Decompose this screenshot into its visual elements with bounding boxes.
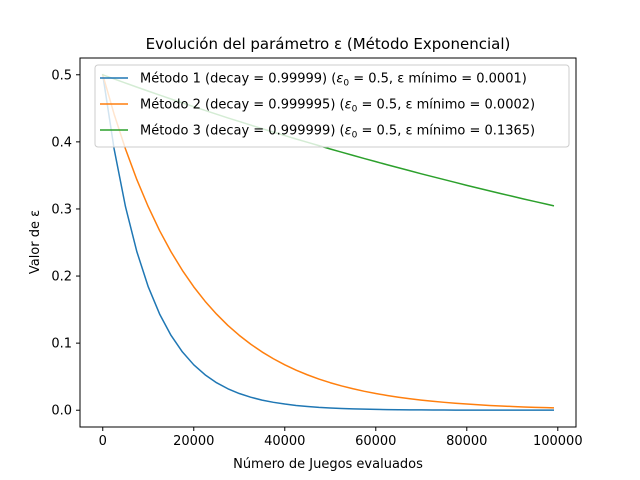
x-tick-label: 40000 bbox=[264, 434, 305, 449]
y-tick-label: 0.0 bbox=[51, 404, 72, 419]
series-line-1 bbox=[101, 73, 554, 411]
legend-entry-2: Método 2 (decay = 0.999995) (ε0 = 0.5, ε… bbox=[140, 98, 535, 115]
axes-frame bbox=[79, 57, 577, 428]
x-tick-label: 100000 bbox=[533, 434, 583, 449]
legend-entry-3: Método 3 (decay = 0.999999) (ε0 = 0.5, ε… bbox=[140, 124, 535, 141]
x-axis-label: Número de Juegos evaluados bbox=[233, 457, 423, 472]
y-tick-label: 0.4 bbox=[51, 135, 72, 150]
y-tick-label: 0.3 bbox=[51, 202, 72, 217]
x-tick-label: 80000 bbox=[446, 434, 487, 449]
legend-entry-1: Método 1 (decay = 0.99999) (ε0 = 0.5, ε … bbox=[140, 72, 527, 89]
series-line-2 bbox=[101, 73, 555, 409]
x-axis: 0 20000 40000 60000 80000 100000 bbox=[99, 427, 583, 449]
y-tick-label: 0.1 bbox=[51, 337, 72, 352]
y-tick-label: 0.5 bbox=[51, 68, 72, 83]
legend-box bbox=[94, 64, 570, 148]
legend: Método 1 (decay = 0.99999) (ε0 = 0.5, ε … bbox=[94, 64, 570, 148]
chart-title: Evolución del parámetro ε (Método Expone… bbox=[146, 35, 511, 53]
x-tick-label: 20000 bbox=[173, 434, 214, 449]
y-axis-label: Valor de ε bbox=[28, 210, 43, 274]
x-tick-label: 60000 bbox=[355, 434, 396, 449]
y-tick-label: 0.2 bbox=[51, 270, 72, 285]
x-tick-label: 0 bbox=[99, 434, 107, 449]
y-axis: 0.0 0.1 0.2 0.3 0.4 0.5 bbox=[51, 68, 80, 419]
